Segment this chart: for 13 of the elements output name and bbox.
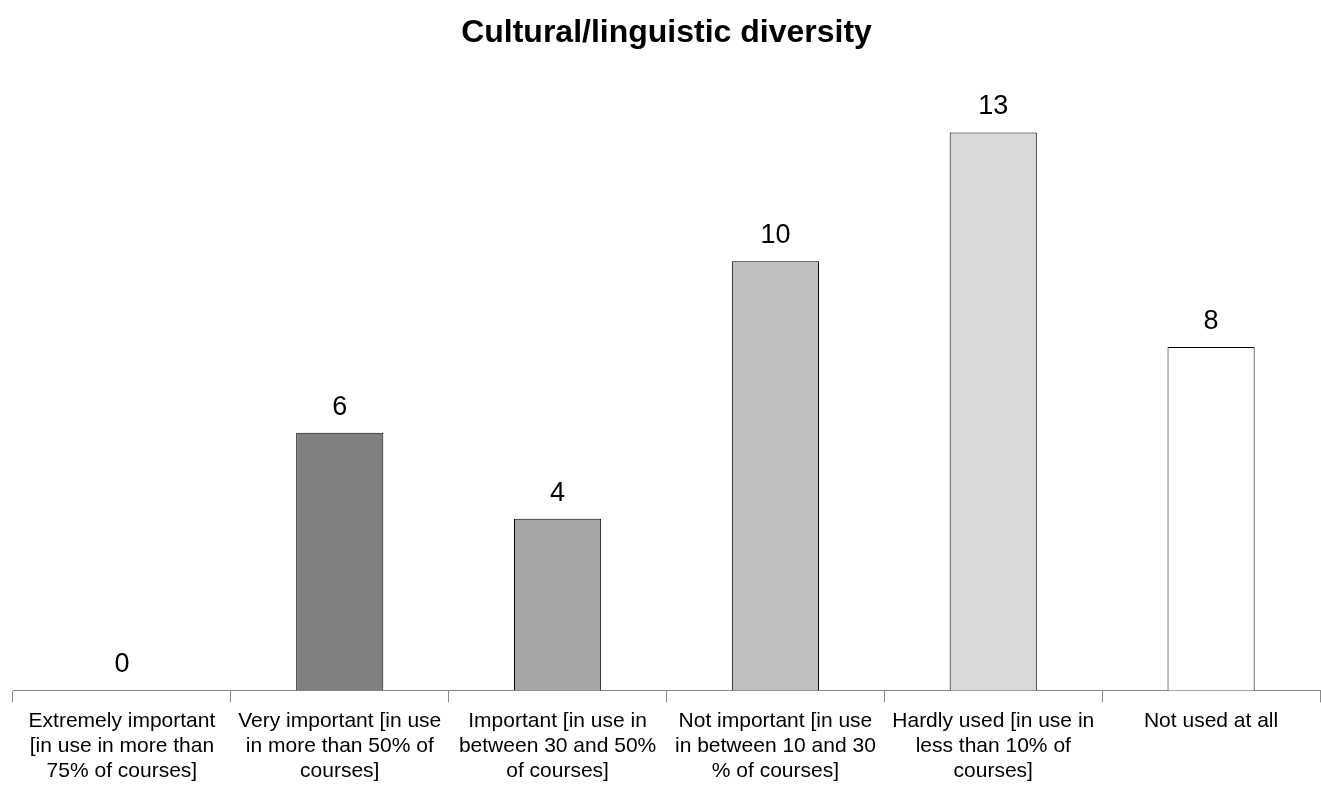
data-label: 6 [332, 390, 348, 421]
x-tick-label: Very important [in use in more than 50% of courses] [238, 707, 442, 782]
data-label: 10 [760, 219, 791, 250]
x-tick-label: Not important [in use in between 10 and 30 % of courses] [674, 707, 876, 782]
x-tick-label: Hardly used [in use in less than 10% of courses] [892, 707, 1095, 782]
data-label: 8 [1203, 304, 1219, 335]
data-label: 4 [550, 476, 566, 507]
x-tick-label: Important [in use in between 30 and 50% of courses] [458, 707, 657, 782]
x-tick-label: Extremely important [in use in more than 75% of courses] [28, 707, 216, 782]
x-tick-label: Not used at all [1143, 707, 1279, 731]
chart-title: Cultural/linguistic diversity [461, 13, 873, 50]
data-label: 13 [978, 90, 1009, 121]
data-label: 0 [114, 648, 130, 679]
